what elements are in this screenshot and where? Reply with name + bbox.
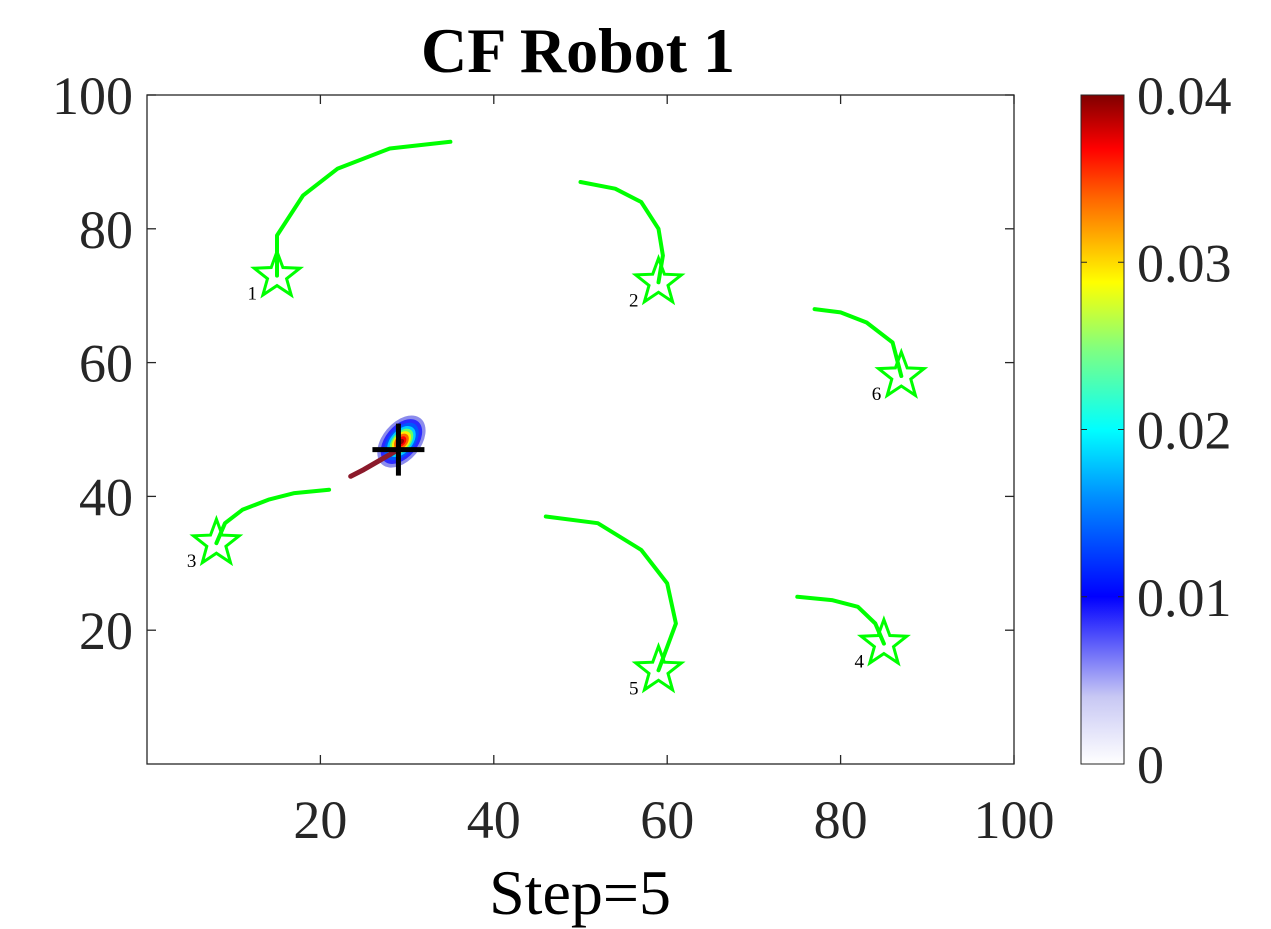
colorbar-gradient [1080,94,1125,765]
robot-layer [348,423,425,479]
target-markers: 1 2 3 4 5 6 [187,247,929,699]
target-label: 6 [872,384,882,405]
colorbar-tick-label: 0.03 [1137,233,1232,293]
target-star-marker [874,347,929,399]
x-tick-label: 100 [974,790,1055,850]
y-axis-ticks: 20 40 60 80 100 [52,66,1014,661]
target-label: 4 [854,652,864,673]
x-tick-label: 80 [814,790,868,850]
x-tick-label: 60 [640,790,694,850]
target-path [795,594,886,646]
axes-box [146,94,1015,765]
colorbar: 0 0.01 0.02 0.03 0.04 [1080,66,1232,795]
colorbar-tick-label: 0.02 [1137,401,1232,461]
target-path [275,139,453,278]
target-star-marker [631,253,686,306]
chart-title: CF Robot 1 [421,15,735,86]
y-tick-label: 40 [79,467,133,527]
target-path [543,514,678,673]
y-tick-label: 60 [79,334,133,394]
x-tick-label: 20 [293,790,347,850]
target-label: 1 [248,284,258,305]
colorbar-tick-label: 0.01 [1137,568,1232,628]
target-label: 3 [187,551,197,572]
target-paths [214,139,904,673]
plot-area: 20 40 60 80 100 20 40 60 80 100 1 2 3 4 5 6 [52,66,1055,850]
x-tick-label: 40 [467,790,521,850]
target-star-marker [631,641,686,694]
target-star-marker [856,615,911,667]
x-axis-ticks: 20 40 60 80 100 [293,95,1055,850]
x-axis-label: Step=5 [489,857,671,928]
colorbar-ticks: 0 0.01 0.02 0.03 0.04 [1081,66,1232,795]
target-label: 2 [629,290,639,311]
y-tick-label: 20 [79,601,133,661]
target-label: 5 [629,678,639,699]
y-tick-label: 100 [52,66,133,126]
robot-path [348,447,401,479]
target-star-marker [250,247,305,299]
target-star-marker [189,514,244,567]
target-path [578,180,665,285]
colorbar-tick-label: 0 [1137,735,1164,795]
target-path [214,487,332,546]
y-tick-label: 80 [79,200,133,260]
target-path [812,307,904,378]
colorbar-tick-label: 0.04 [1137,66,1232,126]
